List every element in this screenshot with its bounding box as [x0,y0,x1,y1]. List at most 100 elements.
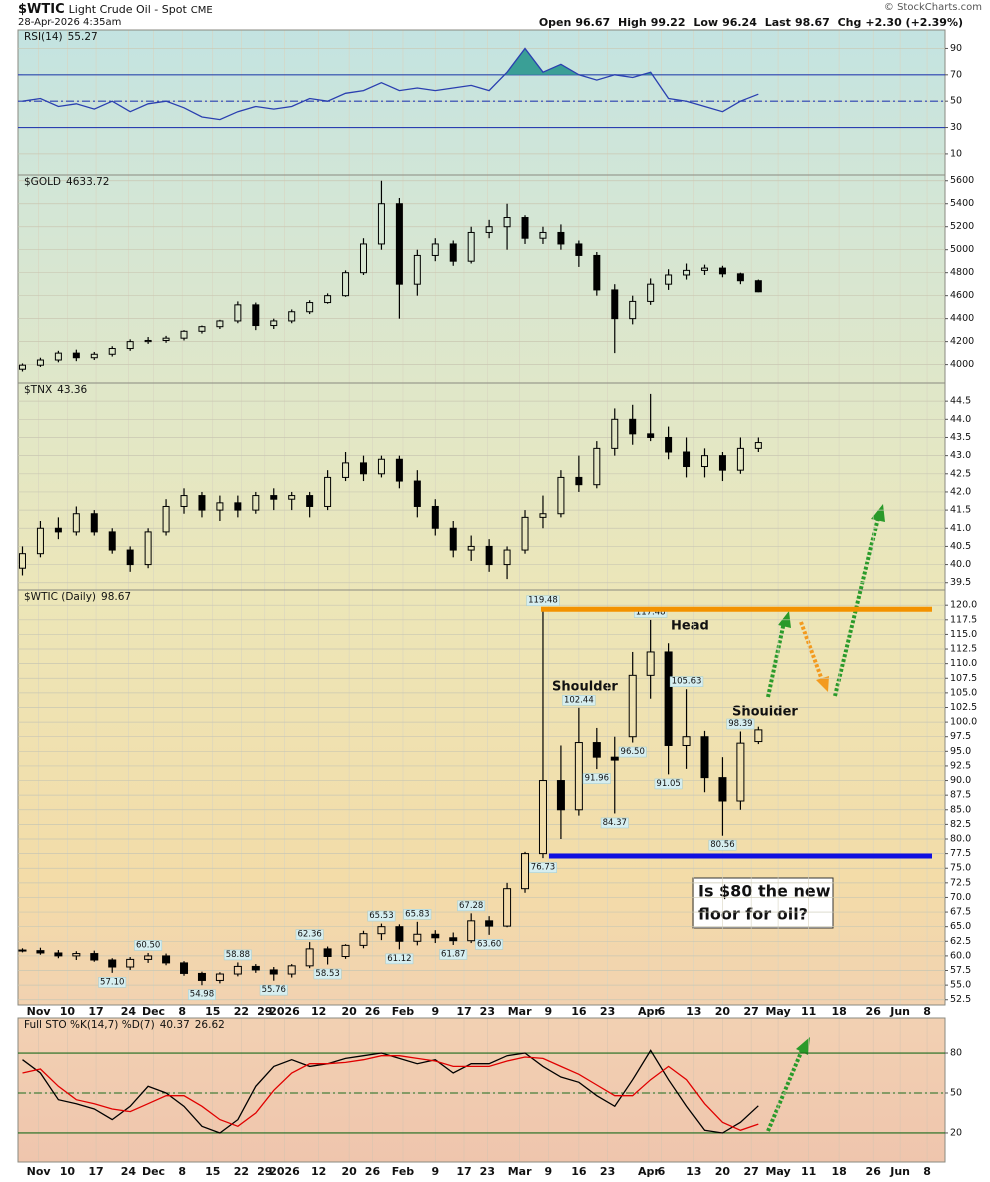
candle-body [413,933,422,942]
price-label-box [385,953,414,965]
arrow-head [871,504,885,522]
candle-body [665,436,673,453]
candle-body [341,944,350,957]
price-label-box [528,862,557,873]
candle-body [54,952,63,957]
x-tick-label: Jun [889,1005,910,1018]
y-tick-label: 85.0 [950,804,971,815]
y-tick-label: 39.5 [950,577,971,588]
x-tick-label: 16 [571,1165,587,1178]
panel-frame [17,1017,946,1163]
x-tick-label: 12 [311,1005,326,1018]
price-label-box [526,595,560,607]
arrow [766,621,786,698]
x-tick-label: Apr [638,1005,660,1018]
x-tick-label: 22 [234,1005,249,1018]
plot-background [18,30,945,1005]
x-tick-label: 27 [744,1005,759,1018]
candle-body [593,447,601,486]
candle-body [162,955,171,964]
x-tick-label: 11 [801,1005,816,1018]
panel: 4000 4200 4400 4600 4800 5000 5200 5400 5600 $GOL… [17,174,974,384]
y-tick-label: 57.5 [950,965,971,976]
candle-body [18,949,27,952]
candle-body [251,965,260,971]
y-tick-label: 5600 [950,175,974,186]
x-tick-label: Mar [508,1005,532,1018]
candle-body [485,545,493,566]
x-tick-label: Dec [142,1005,165,1018]
x-tick-label: 13 [686,1165,701,1178]
candle-body [54,527,62,533]
x-tick-label: 15 [205,1165,220,1178]
panel-label: $GOLD [24,176,61,188]
candle-body [216,320,224,328]
candle-body [754,280,762,293]
candle-body [395,926,404,942]
candle-body [197,972,206,981]
candle-body [467,920,476,942]
price-label: 91.96 [585,774,609,784]
candle-body [592,742,601,758]
x-tick-label: 29 [257,1005,272,1018]
quote-value: 96.67 [575,16,611,29]
candle-body [126,341,134,350]
y-tick-label: 43.5 [950,432,971,443]
x-tick-label: 22 [234,1165,249,1178]
candle-body [108,348,116,355]
x-tick-label: 24 [121,1165,137,1178]
price-label: 102.44 [564,695,594,705]
candle-body [216,502,224,511]
candle-body [287,965,296,975]
candle-body [198,495,206,511]
candle-body [629,300,637,320]
x-tick-label: 20 [715,1005,731,1018]
candle-body [234,502,242,511]
x-tick-label: Dec [142,1165,165,1178]
y-tick-label: 4000 [950,359,974,370]
candle-body [342,272,350,297]
y-tick-label: 90 [950,43,962,54]
candle-body [718,777,727,802]
price-label-box [669,676,704,687]
price-label-box [475,939,504,950]
quote-value: 96.24 [722,16,757,29]
candle-body [144,339,152,343]
x-tick-label: 23 [600,1005,615,1018]
date: 28-Apr-2026 4:35am [18,17,122,28]
price-label: 98.39 [728,719,752,729]
candle-body [270,320,278,327]
candle-body [305,948,314,967]
quote-change: +2.30 (+2.39%) [865,16,963,29]
x-tick-label: Feb [392,1165,415,1178]
x-tick-label: 6 [658,1005,666,1018]
plot-background [18,1018,945,1162]
candle-body [72,953,81,957]
candle-body [539,231,547,239]
panel-frame [17,589,946,1006]
candle-body [18,553,26,569]
y-tick-label: 10 [950,148,962,159]
price-label-box [223,949,252,961]
candle-body [377,458,385,475]
price-label: 91.05 [656,779,680,789]
candle-body [90,513,98,533]
price-label-box [313,968,342,980]
x-tick-label: 18 [831,1165,846,1178]
candle-body [377,203,385,245]
symbol: $WTIC [18,2,65,17]
x-tick-label: 20 [715,1165,731,1178]
panel-value: 4633.72 [66,176,109,188]
y-tick-label: 92.5 [950,760,971,771]
price-label: 105.63 [672,677,702,687]
x-tick-label: 24 [121,1005,137,1018]
candle-body [521,853,530,890]
x-tick-label: 2026 [269,1005,300,1018]
x-tick-label: Apr [638,1165,660,1178]
panel-value: 43.36 [57,384,87,396]
candle-body [126,958,135,968]
candle-body [144,531,152,566]
exchange: CME [190,5,213,16]
x-tick-label: 20 [341,1005,357,1018]
y-tick-label: 70 [950,69,962,80]
